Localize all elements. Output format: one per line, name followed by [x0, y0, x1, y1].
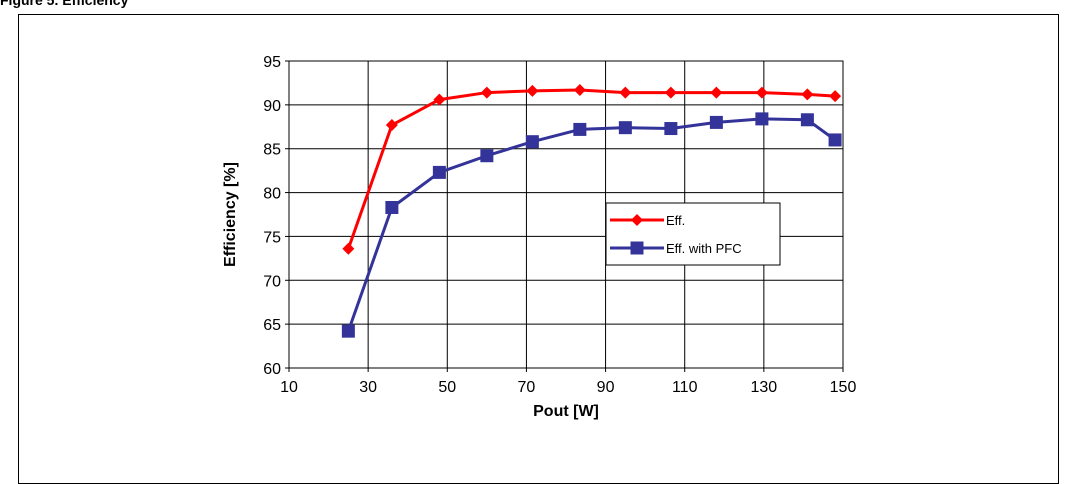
y-axis-title: Efficiency [%]: [222, 162, 239, 267]
legend-marker-eff-pfc: [630, 241, 644, 255]
x-tick-label: 30: [359, 379, 377, 396]
x-tick-label: 50: [438, 379, 456, 396]
data-point-eff: [480, 86, 493, 99]
data-point-eff: [433, 93, 446, 106]
series-line-eff-pfc: [346, 117, 836, 332]
efficiency-chart: 60 65 70 75 80 85 90 95 10 30 50 70 90 110 130 150 Pout…: [222, 54, 856, 420]
y-tick-label: 95: [263, 54, 281, 71]
data-point-eff: [755, 86, 768, 99]
data-point-eff-pfc: [664, 122, 678, 136]
data-point-eff-pfc: [573, 122, 587, 136]
plot-area: [288, 60, 844, 369]
data-point-eff: [385, 119, 398, 132]
data-point-eff-pfc: [341, 324, 355, 338]
series-line-eff: [346, 88, 836, 250]
x-tick-label: 70: [518, 379, 536, 396]
legend-marker-eff: [631, 214, 643, 226]
data-point-eff: [526, 84, 539, 97]
y-tick-label: 85: [263, 142, 281, 159]
y-tick-label: 90: [263, 98, 281, 115]
data-point-eff: [573, 83, 586, 96]
legend-box: [605, 202, 781, 266]
data-point-eff-pfc: [800, 113, 814, 127]
data-point-eff-pfc: [480, 149, 494, 163]
y-tick-label: 65: [263, 317, 281, 334]
data-point-eff-pfc: [828, 133, 842, 147]
legend-label-eff-pfc: Eff. with PFC: [666, 241, 742, 256]
data-point-eff: [619, 86, 632, 99]
tick-layer: 60 65 70 75 80 85 90 95 10 30 50 70 90 110 130 150: [263, 54, 856, 396]
x-tick-label: 130: [751, 379, 778, 396]
data-point-eff: [342, 242, 355, 255]
data-point-eff: [801, 88, 814, 101]
y-tick-label: 80: [263, 186, 281, 203]
x-axis-title: Pout [W]: [533, 403, 599, 420]
y-tick-label: 60: [263, 361, 281, 378]
data-point-eff-pfc: [755, 112, 769, 126]
x-tick-label: 90: [597, 379, 615, 396]
data-point-eff: [829, 90, 842, 103]
x-tick-label: 10: [280, 379, 298, 396]
data-point-eff-pfc: [385, 200, 399, 214]
data-point-eff: [664, 86, 677, 99]
data-point-eff-pfc: [618, 121, 632, 135]
legend-label-eff: Eff.: [666, 213, 685, 228]
figure-frame: [18, 14, 1059, 484]
y-tick-label: 75: [263, 229, 281, 246]
data-point-eff-pfc: [525, 135, 539, 149]
y-tick-label: 70: [263, 273, 281, 290]
data-point-eff-pfc: [709, 115, 723, 129]
series-layer: [341, 83, 842, 338]
x-tick-label: 150: [830, 379, 857, 396]
legend: Eff. Eff. with PFC: [605, 202, 781, 266]
data-point-eff: [710, 86, 723, 99]
x-tick-label: 110: [672, 379, 698, 396]
data-point-eff-pfc: [432, 165, 446, 179]
figure-caption: Figure 5. Efficiency: [0, 0, 129, 8]
